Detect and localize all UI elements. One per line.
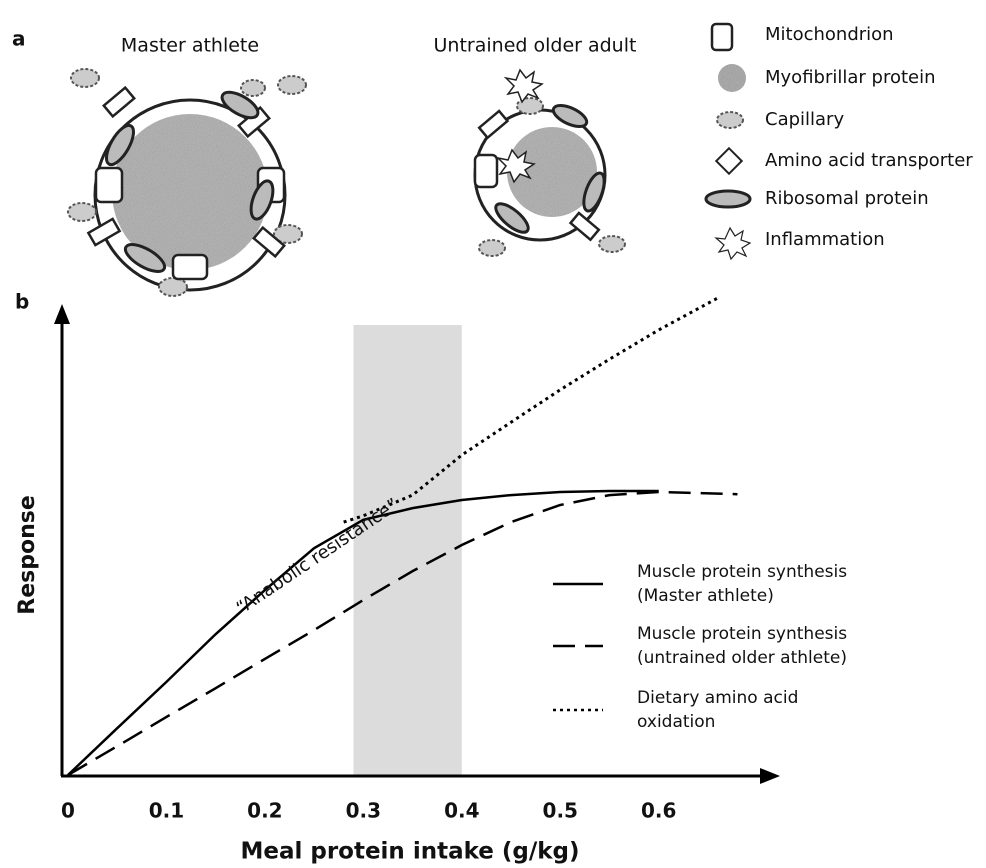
- y-axis-title: Response: [15, 495, 40, 615]
- x-tick-label: 0.5: [543, 799, 578, 823]
- panel-label: a: [12, 27, 26, 51]
- legend-b: [553, 584, 603, 710]
- panel-label: b: [15, 290, 29, 314]
- chart: a Master athlete Untrained older adult: [0, 0, 986, 868]
- legend-label: Mitochondrion: [765, 24, 894, 45]
- x-tick-label: 0.1: [149, 799, 184, 823]
- legend-icons: [706, 24, 750, 259]
- untrained-cell: [475, 70, 625, 256]
- legend-a: Mitochondrion Myofibrillar protein Capilla…: [765, 24, 973, 250]
- legend-label: Amino acid transporter: [765, 150, 973, 171]
- x-axis-title: Meal protein intake (g/kg): [240, 839, 579, 865]
- x-tick-label: 0: [61, 799, 75, 823]
- legend-label: Muscle protein synthesis (Master athlete…: [637, 560, 937, 608]
- legend-label: Ribosomal protein: [765, 188, 929, 209]
- legend-label: Muscle protein synthesis (untrained olde…: [637, 622, 937, 670]
- figure: a Master athlete Untrained older adult: [0, 0, 986, 868]
- x-tick-label: 0.2: [247, 799, 282, 823]
- cell-title: Master athlete: [121, 35, 259, 57]
- cell-title: Untrained older adult: [434, 35, 637, 57]
- x-tick-label: 0.6: [641, 799, 676, 823]
- legend-label: Myofibrillar protein: [765, 67, 936, 88]
- x-tick-label: 0.3: [346, 799, 381, 823]
- legend-label: Inflammation: [765, 229, 885, 250]
- legend-label: Dietary amino acid oxidation: [637, 686, 937, 734]
- master-cell: [68, 69, 306, 296]
- x-tick-label: 0.4: [444, 799, 479, 823]
- shaded-region: [354, 325, 462, 775]
- legend-label: Capillary: [765, 109, 844, 130]
- x-ticks: 0 0.1 0.2 0.3 0.4 0.5 0.6: [61, 799, 676, 823]
